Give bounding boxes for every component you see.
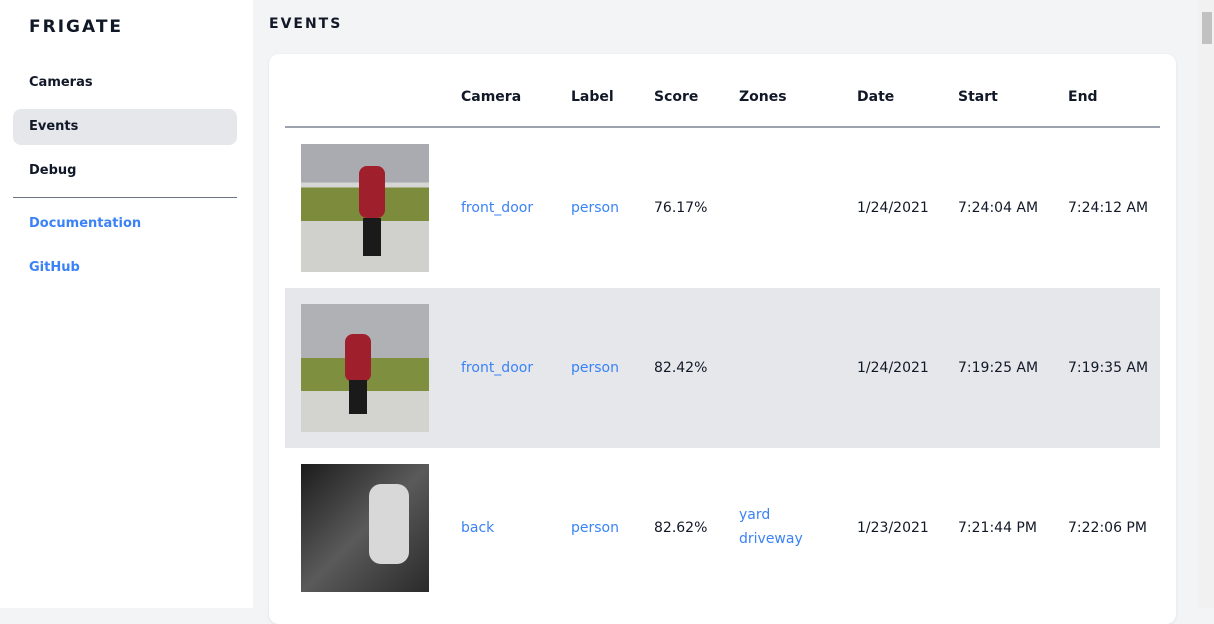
score: 82.62% <box>654 520 708 536</box>
header-camera: Camera <box>461 89 522 105</box>
header-label: Label <box>571 89 614 105</box>
start-time: 7:19:25 AM <box>958 360 1039 376</box>
camera-link[interactable]: front_door <box>461 200 534 216</box>
zone-link[interactable]: driveway <box>739 531 803 547</box>
sidebar-item-debug[interactable]: Debug <box>29 163 77 178</box>
start-time: 7:21:44 PM <box>958 520 1037 536</box>
app-logo: FRIGATE <box>29 17 124 37</box>
label-link[interactable]: person <box>571 200 619 216</box>
github-link[interactable]: GitHub <box>29 260 80 275</box>
table-row[interactable]: back person 82.62% yard driveway 1/23/20… <box>285 448 1160 608</box>
header-end: End <box>1068 89 1098 105</box>
scrollbar[interactable] <box>1198 0 1214 608</box>
table-row[interactable]: front_door person 82.42% 1/24/2021 7:19:… <box>285 288 1160 448</box>
camera-link[interactable]: back <box>461 520 495 536</box>
event-thumbnail[interactable] <box>301 464 429 592</box>
header-divider <box>285 126 1160 128</box>
sidebar-divider <box>13 197 237 198</box>
end-time: 7:19:35 AM <box>1068 360 1149 376</box>
date: 1/24/2021 <box>857 360 929 376</box>
score: 76.17% <box>654 200 708 216</box>
date: 1/23/2021 <box>857 520 929 536</box>
header-score: Score <box>654 89 699 105</box>
event-thumbnail[interactable] <box>301 144 429 272</box>
documentation-link[interactable]: Documentation <box>29 216 142 231</box>
table-row[interactable]: front_door person 76.17% 1/24/2021 7:24:… <box>285 128 1160 288</box>
header-start: Start <box>958 89 998 105</box>
header-date: Date <box>857 89 895 105</box>
sidebar-item-events[interactable]: Events <box>13 109 237 145</box>
header-zones: Zones <box>739 89 787 105</box>
end-time: 7:24:12 AM <box>1068 200 1149 216</box>
label-link[interactable]: person <box>571 360 619 376</box>
label-link[interactable]: person <box>571 520 619 536</box>
date: 1/24/2021 <box>857 200 929 216</box>
sidebar-item-cameras[interactable]: Cameras <box>29 75 93 90</box>
score: 82.42% <box>654 360 708 376</box>
event-thumbnail[interactable] <box>301 304 429 432</box>
camera-link[interactable]: front_door <box>461 360 534 376</box>
start-time: 7:24:04 AM <box>958 200 1039 216</box>
page-title: EVENTS <box>269 16 343 32</box>
scrollbar-thumb[interactable] <box>1202 12 1212 44</box>
end-time: 7:22:06 PM <box>1068 520 1147 536</box>
zone-link[interactable]: yard <box>739 507 771 523</box>
sidebar: FRIGATE Cameras Events Debug Documentati… <box>0 0 253 608</box>
